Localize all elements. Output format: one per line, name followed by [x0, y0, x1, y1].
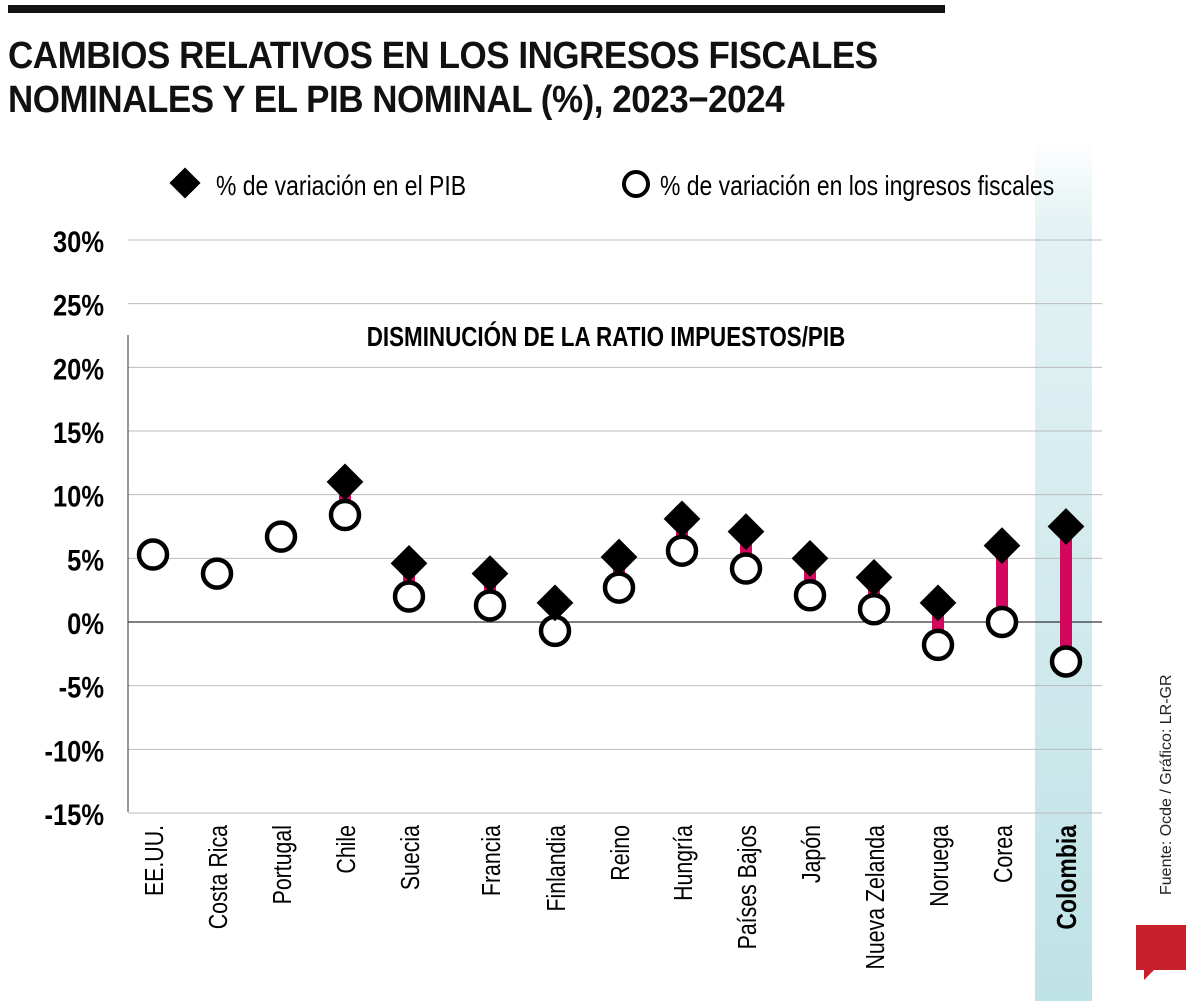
- y-tick-label: -15%: [44, 798, 104, 831]
- revenue-point: [857, 593, 891, 626]
- gdp-point: [855, 559, 893, 596]
- chart-title: CAMBIOS RELATIVOS EN LOS INGRESOS FISCAL…: [8, 35, 878, 121]
- revenue-point: [200, 557, 234, 590]
- x-tick-label: Chile: [332, 825, 362, 874]
- revenue-point: [264, 520, 298, 553]
- gdp-point: [600, 538, 638, 576]
- legend-diamond-icon: [169, 167, 201, 199]
- annotation-label: DISMINUCIÓN DE LA RATIO IMPUESTOS/PIB: [367, 319, 846, 352]
- y-tick-label: 20%: [53, 352, 104, 385]
- revenue-point: [793, 579, 827, 612]
- revenue-point: [136, 538, 170, 571]
- y-tick-label: 5%: [67, 543, 104, 576]
- x-tick-label: EE.UU.: [140, 825, 170, 896]
- x-tick-label: Portugal: [268, 825, 298, 904]
- gdp-point: [1047, 508, 1085, 545]
- gdp-point: [390, 545, 428, 582]
- revenue-point: [921, 628, 955, 662]
- top-rule: [8, 5, 945, 13]
- gdp-point: [326, 463, 364, 501]
- gdp-point: [791, 539, 829, 577]
- gdp-point: [536, 584, 574, 622]
- revenue-point: [602, 571, 636, 604]
- gdp-point: [983, 527, 1021, 564]
- x-tick-label: Reino: [606, 825, 636, 881]
- legend-circle-icon: [622, 170, 650, 198]
- legend-label-pib: % de variación en el PIB: [216, 171, 466, 202]
- x-tick-label: Japón: [797, 825, 827, 883]
- y-tick-label: 15%: [53, 416, 104, 449]
- revenue-point: [665, 534, 699, 567]
- x-tick-label: Países Bajos: [733, 825, 763, 949]
- x-tick-label: Corea: [989, 824, 1019, 883]
- y-tick-label: -10%: [44, 734, 104, 767]
- x-tick-label: Hungría: [669, 824, 699, 901]
- source-note: Fuente: Ocde / Gráfico: LR-GR: [1158, 674, 1175, 895]
- y-tick-label: -5%: [59, 671, 105, 704]
- y-tick-label: 0%: [67, 607, 104, 640]
- revenue-point: [473, 589, 507, 622]
- gdp-point: [471, 555, 509, 592]
- x-tick-label: Suecia: [396, 824, 426, 890]
- gdp-point: [919, 584, 957, 622]
- revenue-point: [328, 498, 362, 532]
- x-tick-label: Colombia: [1052, 824, 1083, 929]
- y-tick-label: 10%: [53, 480, 104, 513]
- legend-label-ingresos: % de variación en los ingresos fiscales: [660, 171, 1054, 202]
- revenue-point: [392, 580, 426, 613]
- lr-logo: [1136, 925, 1186, 980]
- y-tick-label: 30%: [53, 225, 104, 258]
- x-tick-label: Francia: [477, 824, 507, 896]
- x-tick-label: Costa Rica: [204, 824, 234, 929]
- gdp-point: [727, 513, 765, 550]
- revenue-point: [985, 605, 1019, 639]
- x-tick-label: Nueva Zelanda: [861, 824, 891, 969]
- gdp-point: [663, 500, 701, 538]
- revenue-point: [729, 552, 763, 585]
- revenue-point: [1049, 645, 1083, 678]
- x-tick-label: Noruega: [925, 824, 955, 906]
- x-tick-label: Finlandia: [542, 824, 572, 911]
- y-tick-label: 25%: [53, 289, 104, 322]
